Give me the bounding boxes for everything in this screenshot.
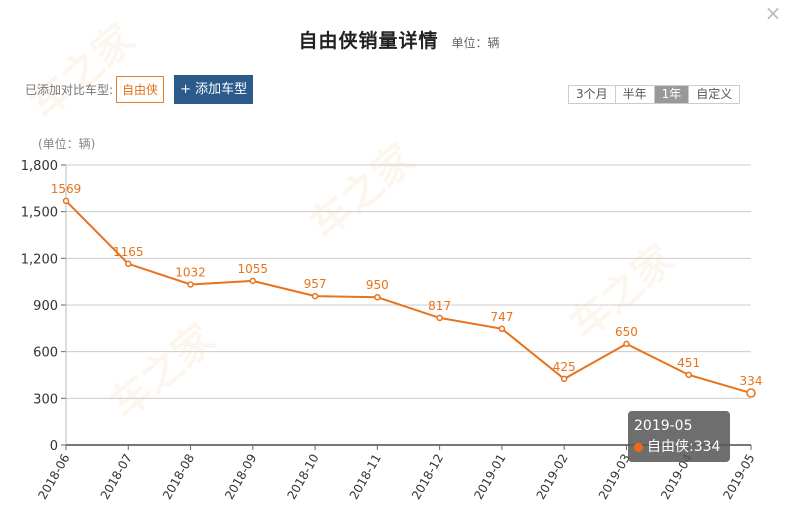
data-label: 451: [677, 356, 700, 370]
data-label: 1165: [113, 245, 144, 259]
data-point[interactable]: [374, 293, 381, 301]
data-label: 425: [553, 360, 576, 374]
car-tag[interactable]: 自由侠: [116, 76, 165, 103]
y-axis-label: (单位：辆): [38, 136, 95, 151]
compare-label: 已添加对比车型:: [25, 83, 114, 97]
tooltip-separator: :: [689, 439, 694, 455]
range-selector: 3个月 半年 1年 自定义: [568, 85, 741, 104]
series-dot-icon: [634, 442, 643, 452]
data-label: 950: [366, 278, 389, 292]
x-tick-label: 2018-07: [98, 452, 135, 502]
data-label: 957: [304, 277, 327, 291]
y-tick-label: 0: [50, 439, 58, 454]
data-point[interactable]: [436, 314, 443, 322]
data-point[interactable]: [498, 325, 506, 333]
x-tick-label: 2018-11: [347, 452, 384, 502]
page-title: 自由侠销量详情: [298, 30, 439, 52]
range-half-year[interactable]: 半年: [615, 86, 655, 103]
data-label: 1055: [238, 262, 269, 276]
series-line: [65, 200, 752, 395]
y-tick-label: 1,200: [21, 252, 58, 267]
data-point[interactable]: [125, 260, 132, 268]
x-tick-label: 2018-10: [284, 452, 321, 502]
data-label: 747: [490, 310, 513, 324]
data-point[interactable]: [249, 277, 257, 285]
x-tick-label: 2019-02: [534, 452, 571, 502]
data-label: 334: [740, 374, 763, 388]
range-1-year[interactable]: 1年: [654, 86, 690, 103]
x-tick-label: 2018-09: [222, 452, 259, 502]
y-tick-label: 1,500: [21, 206, 58, 221]
data-label: 650: [615, 325, 638, 339]
x-tick-label: 2018-06: [35, 452, 72, 502]
header: 自由侠销量详情 单位：辆: [0, 26, 798, 53]
range-3-months[interactable]: 3个月: [569, 86, 616, 103]
x-tick-label: 2018-12: [409, 452, 446, 502]
data-label: 1569: [51, 182, 82, 196]
data-point[interactable]: [685, 371, 692, 379]
tooltip-date: 2019-05: [634, 418, 693, 434]
title-unit: 单位：辆: [451, 36, 500, 50]
data-point[interactable]: [187, 281, 194, 288]
data-label: 1032: [175, 265, 206, 279]
data-label: 817: [428, 299, 451, 313]
chart-tooltip: 2019-05 自由侠 : 334: [628, 411, 730, 462]
data-point[interactable]: [746, 388, 756, 398]
data-point[interactable]: [623, 340, 630, 348]
add-car-button[interactable]: + 添加车型: [174, 75, 254, 104]
x-tick-label: 2019-01: [471, 451, 508, 501]
y-tick-label: 600: [33, 346, 58, 361]
close-icon[interactable]: ×: [764, 1, 782, 25]
y-tick-label: 1,800: [21, 159, 58, 174]
y-tick-label: 300: [33, 392, 58, 407]
compare-row: 已添加对比车型: 自由侠 + 添加车型: [25, 75, 254, 104]
tooltip-series: 自由侠: [647, 439, 689, 455]
data-point[interactable]: [560, 375, 568, 383]
range-custom[interactable]: 自定义: [689, 86, 740, 103]
data-point[interactable]: [62, 197, 70, 205]
tooltip-value: 334: [693, 439, 721, 455]
data-point[interactable]: [311, 292, 319, 300]
x-tick-label: 2018-08: [160, 452, 197, 502]
y-tick-label: 900: [33, 299, 58, 314]
